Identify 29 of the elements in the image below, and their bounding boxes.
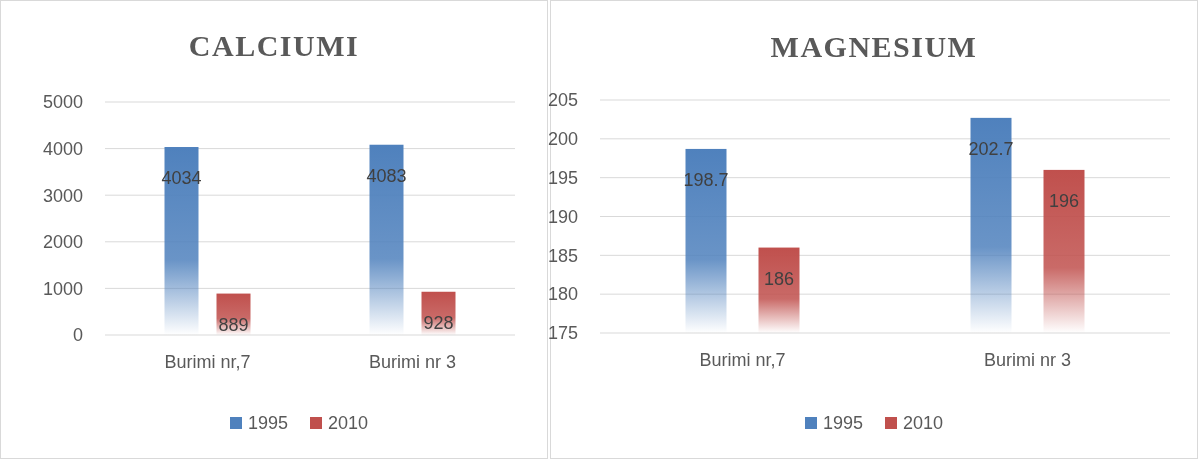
data-label: 928 — [423, 312, 454, 333]
y-tick-label: 185 — [547, 245, 578, 266]
bar — [164, 147, 199, 335]
y-tick-label: 3000 — [42, 185, 83, 206]
x-tick-label: Burimi nr 3 — [368, 352, 457, 372]
chart-title: CALCIUMI — [188, 29, 360, 62]
y-tick-label: 2000 — [42, 232, 83, 253]
y-tick-label: 5000 — [42, 92, 83, 113]
y-tick-label: 4000 — [42, 138, 83, 159]
y-tick-label: 190 — [547, 206, 578, 227]
x-tick-label: Burimi nr 3 — [983, 350, 1072, 370]
data-label: 196 — [1048, 190, 1080, 211]
data-label: 186 — [763, 268, 795, 289]
y-tick-label: 200 — [547, 129, 578, 150]
chart-title: MAGNESIUM — [770, 30, 978, 63]
y-tick-label: 1000 — [42, 278, 83, 299]
x-tick-label: Burimi nr,7 — [164, 352, 251, 372]
x-tick-label: Burimi nr,7 — [699, 350, 786, 370]
y-tick-label: 175 — [547, 323, 578, 344]
legend-label: 1995 — [248, 413, 289, 434]
y-tick-label: 0 — [72, 325, 83, 346]
legend-label: 2010 — [903, 413, 944, 434]
bar — [369, 144, 404, 335]
data-label: 889 — [218, 314, 249, 335]
y-tick-label: 195 — [547, 167, 578, 188]
y-tick-label: 205 — [547, 90, 578, 111]
legend-label: 1995 — [823, 413, 864, 434]
legend-label: 2010 — [328, 413, 369, 434]
y-tick-label: 180 — [547, 284, 578, 305]
